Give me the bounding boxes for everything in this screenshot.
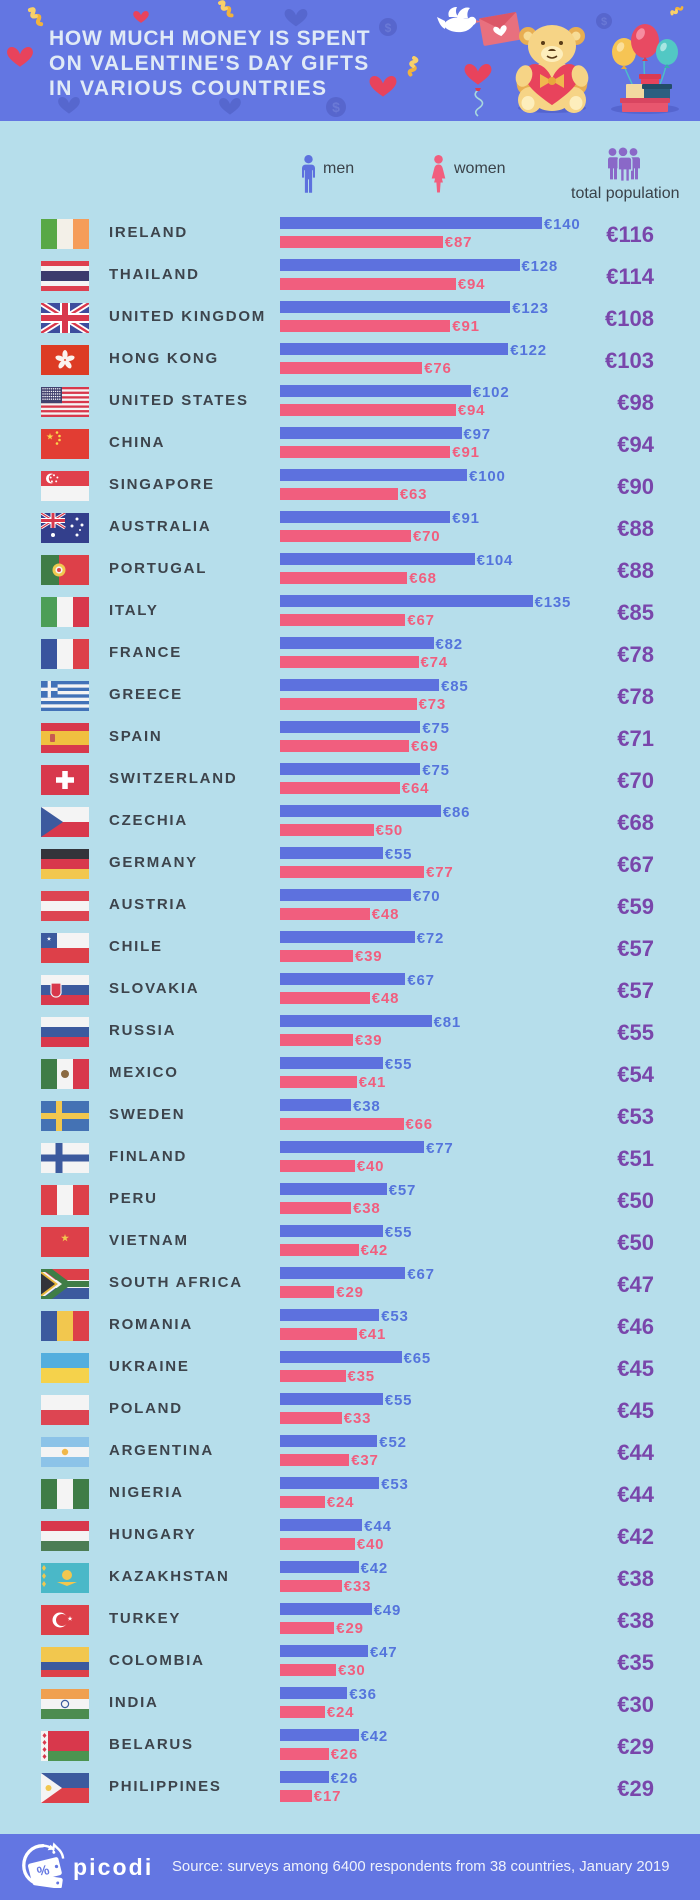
svg-text:$: $ (332, 99, 340, 115)
svg-text:$: $ (601, 16, 607, 28)
svg-text:$: $ (385, 21, 392, 35)
